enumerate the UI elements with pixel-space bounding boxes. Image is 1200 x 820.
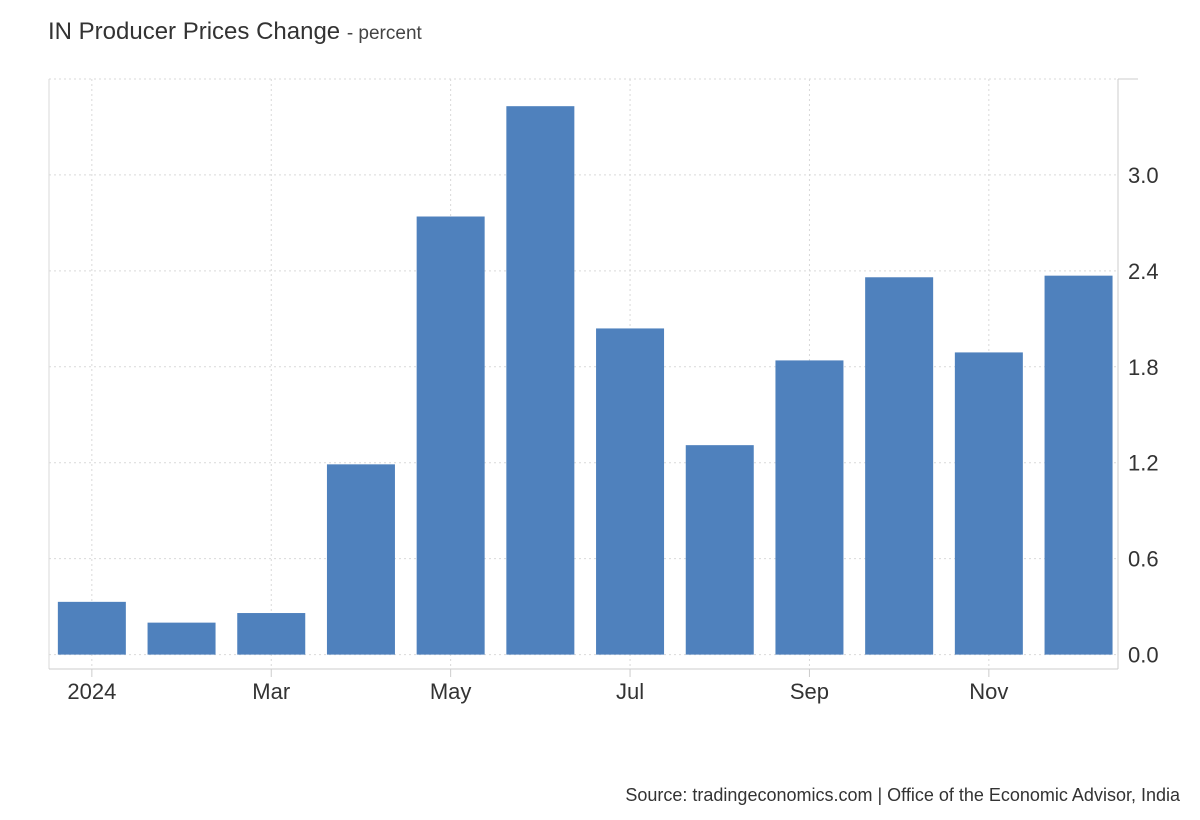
y-tick-label: 3.0: [1128, 163, 1159, 188]
bar-2024-04: [326, 464, 395, 655]
x-tick-label: Nov: [969, 679, 1008, 704]
y-tick-label: 1.8: [1128, 355, 1159, 380]
y-tick-label: 0.0: [1128, 643, 1159, 668]
x-tick-label: May: [430, 679, 472, 704]
bar-2024-03: [237, 613, 306, 655]
bar-2024-10: [865, 277, 934, 655]
source-note: Source: tradingeconomics.com | Office of…: [625, 785, 1180, 805]
bar-2024-06: [506, 106, 575, 655]
chart-subtitle: - percent: [346, 23, 422, 44]
bar-2024-09: [775, 360, 844, 655]
bar-2024-02: [147, 622, 216, 655]
chart-title: IN Producer Prices Change - percent: [48, 18, 422, 46]
chart-title-text: IN Producer Prices Change: [48, 18, 341, 45]
x-tick-label: Jul: [616, 679, 644, 704]
bar-2024-12: [1044, 275, 1113, 655]
x-tick-label: Mar: [252, 679, 290, 704]
x-tick-label: Sep: [790, 679, 829, 704]
bar-2024-05: [416, 216, 485, 655]
x-tick-label: 2024: [67, 679, 116, 704]
y-tick-label: 0.6: [1128, 547, 1159, 572]
y-tick-label: 2.4: [1128, 259, 1159, 284]
bar-2024-11: [954, 352, 1023, 655]
bar-2024-01: [57, 601, 126, 655]
bar-2024-07: [596, 328, 665, 655]
bar-2024-08: [685, 445, 754, 655]
y-tick-label: 1.2: [1128, 451, 1159, 476]
